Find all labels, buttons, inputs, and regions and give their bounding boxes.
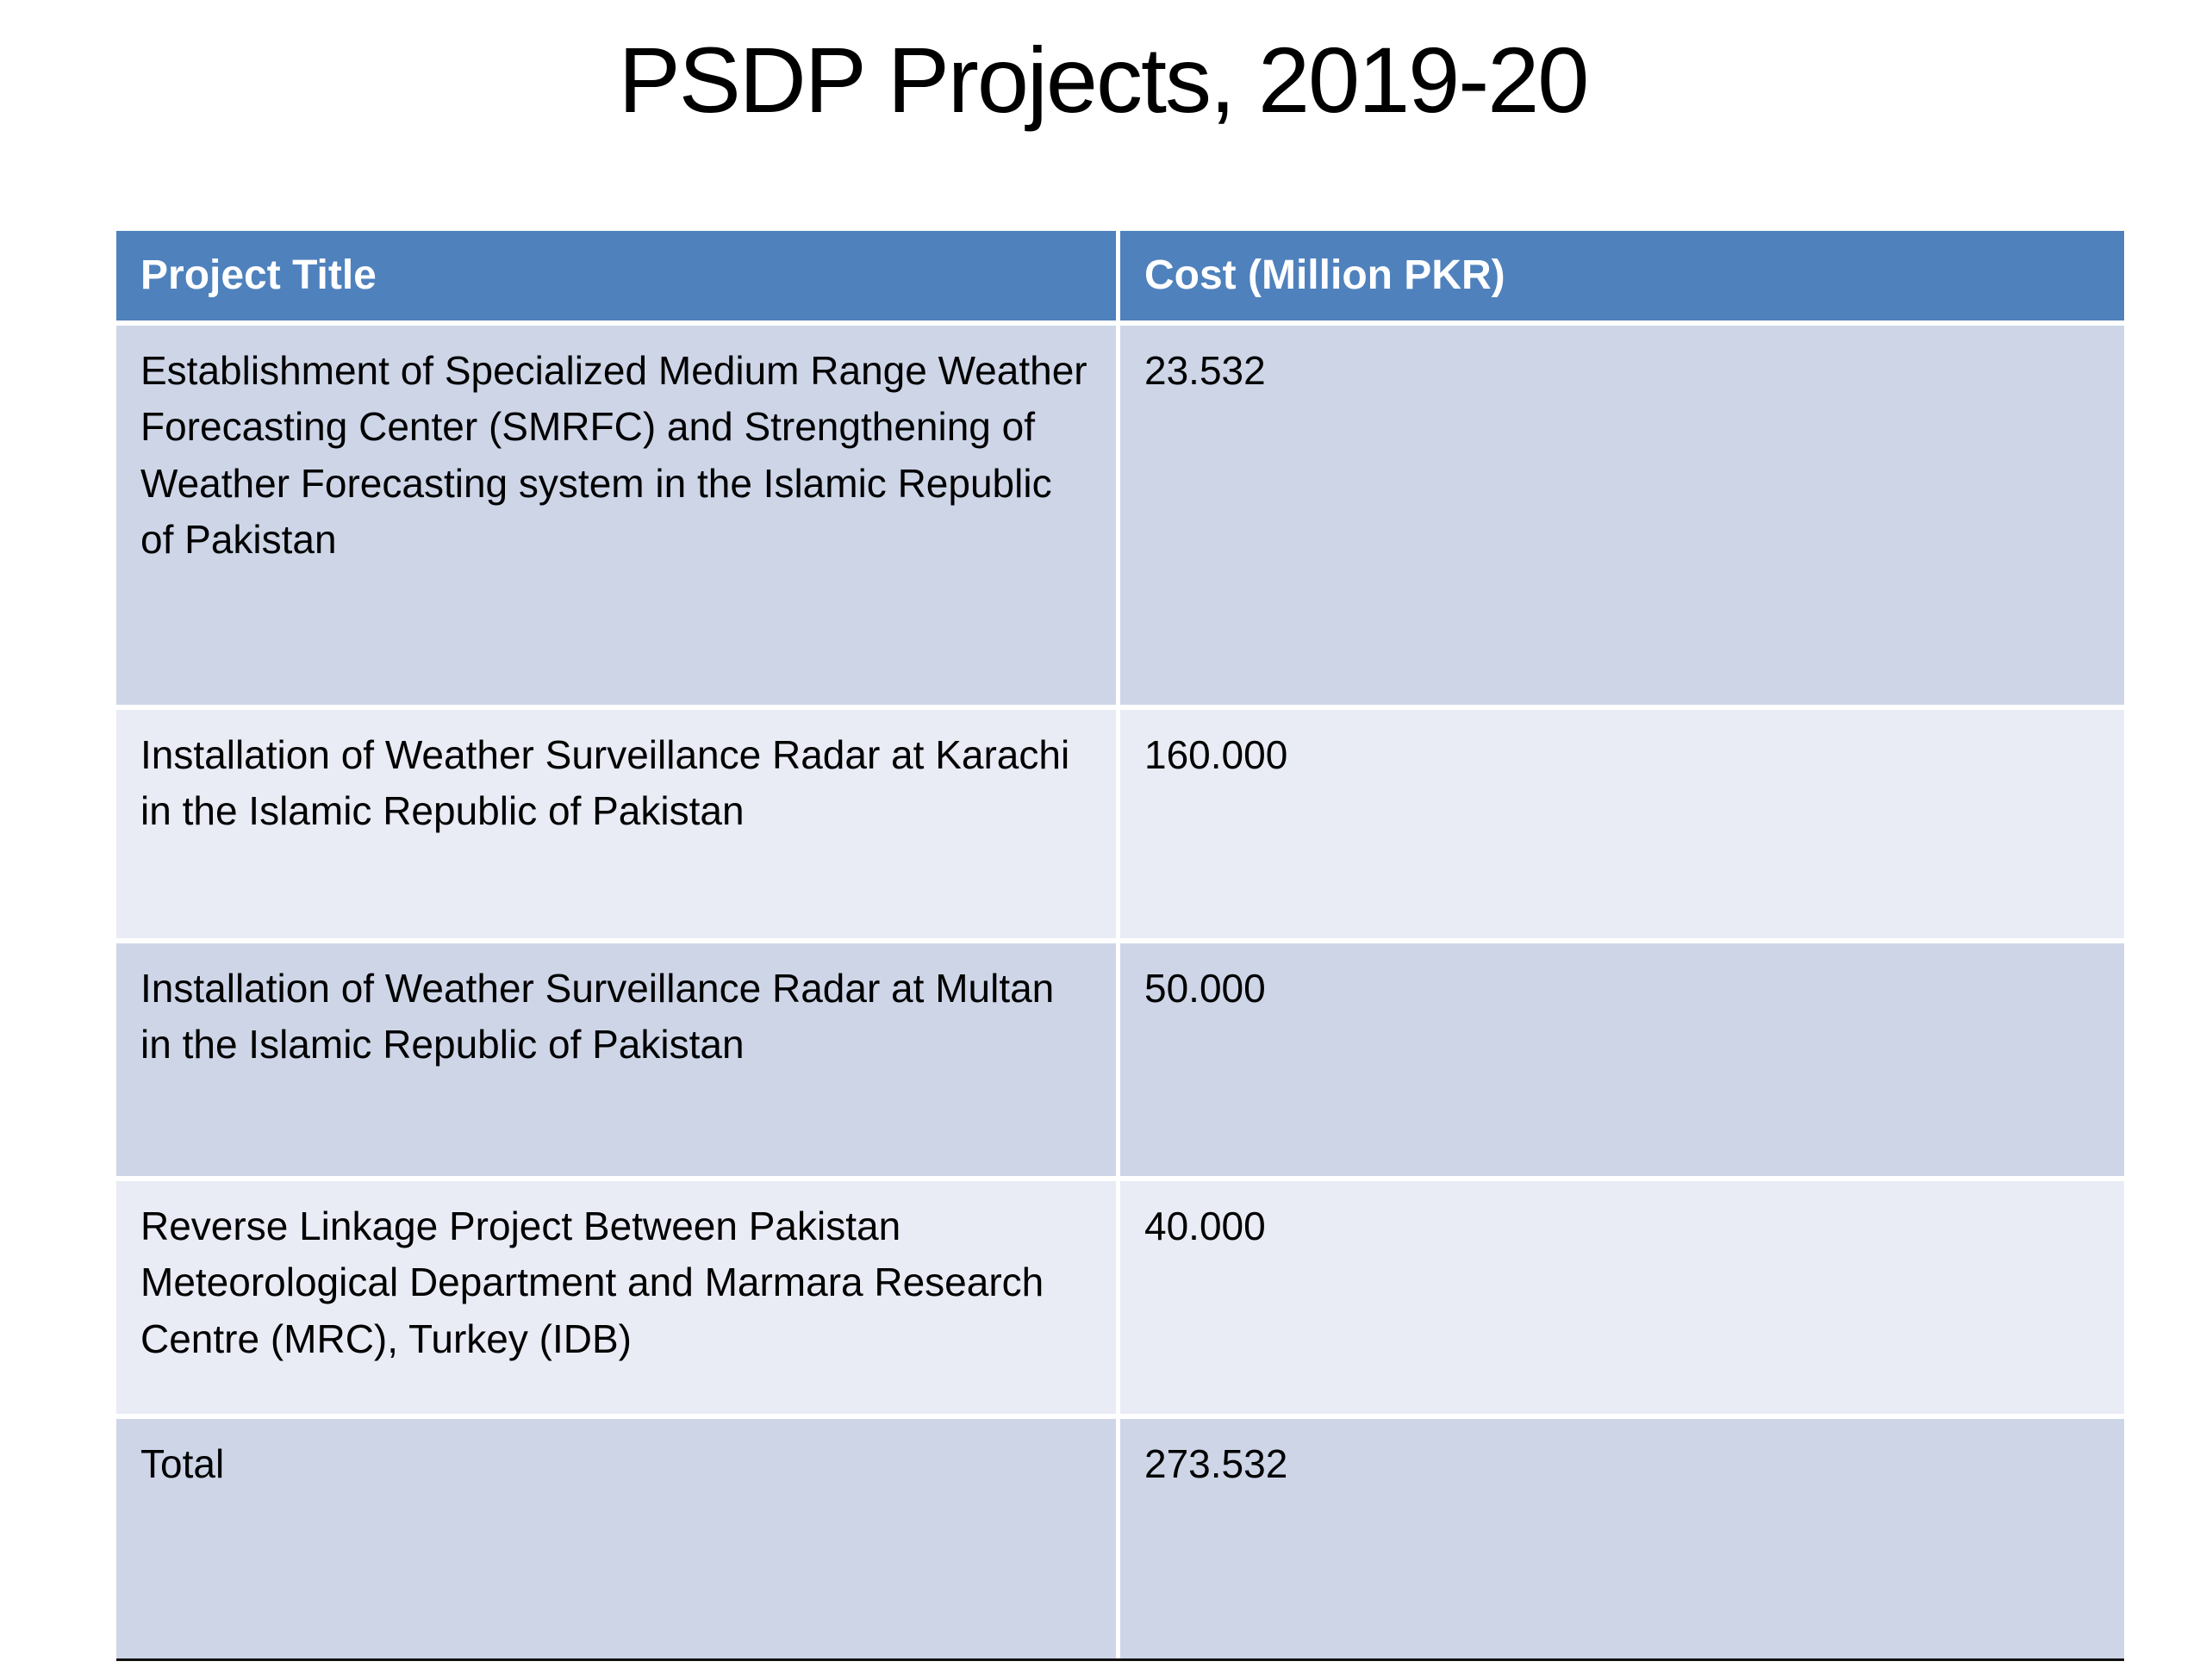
table-body: Establishment of Specialized Medium Rang… xyxy=(116,326,2124,1659)
cost-cell: 273.532 xyxy=(1120,1419,2124,1659)
table-row: Total 273.532 xyxy=(116,1419,2124,1659)
table-row: Installation of Weather Surveillance Rad… xyxy=(116,943,2124,1182)
table-header-row: Project Title Cost (Million PKR) xyxy=(116,231,2124,327)
table-row: Reverse Linkage Project Between Pakistan… xyxy=(116,1181,2124,1420)
page-title: PSDP Projects, 2019-20 xyxy=(618,28,1590,132)
table-row: Establishment of Specialized Medium Rang… xyxy=(116,326,2124,711)
column-header-project-title: Project Title xyxy=(116,231,1120,327)
table-row: Installation of Weather Surveillance Rad… xyxy=(116,710,2124,944)
project-title-cell: Reverse Linkage Project Between Pakistan… xyxy=(116,1181,1120,1420)
project-title-cell: Total xyxy=(116,1419,1120,1659)
table-header: Project Title Cost (Million PKR) xyxy=(116,231,2124,327)
cost-cell: 23.532 xyxy=(1120,326,2124,711)
cost-cell: 50.000 xyxy=(1120,943,2124,1182)
project-title-cell: Installation of Weather Surveillance Rad… xyxy=(116,710,1120,944)
slide: PSDP Projects, 2019-20 Project Title Cos… xyxy=(0,26,2206,1680)
cost-cell: 40.000 xyxy=(1120,1181,2124,1420)
column-header-cost: Cost (Million PKR) xyxy=(1120,231,2124,327)
project-title-cell: Installation of Weather Surveillance Rad… xyxy=(116,943,1120,1182)
cost-cell: 160.000 xyxy=(1120,710,2124,944)
projects-table: Project Title Cost (Million PKR) Establi… xyxy=(116,231,2124,1662)
project-title-cell: Establishment of Specialized Medium Rang… xyxy=(116,326,1120,711)
